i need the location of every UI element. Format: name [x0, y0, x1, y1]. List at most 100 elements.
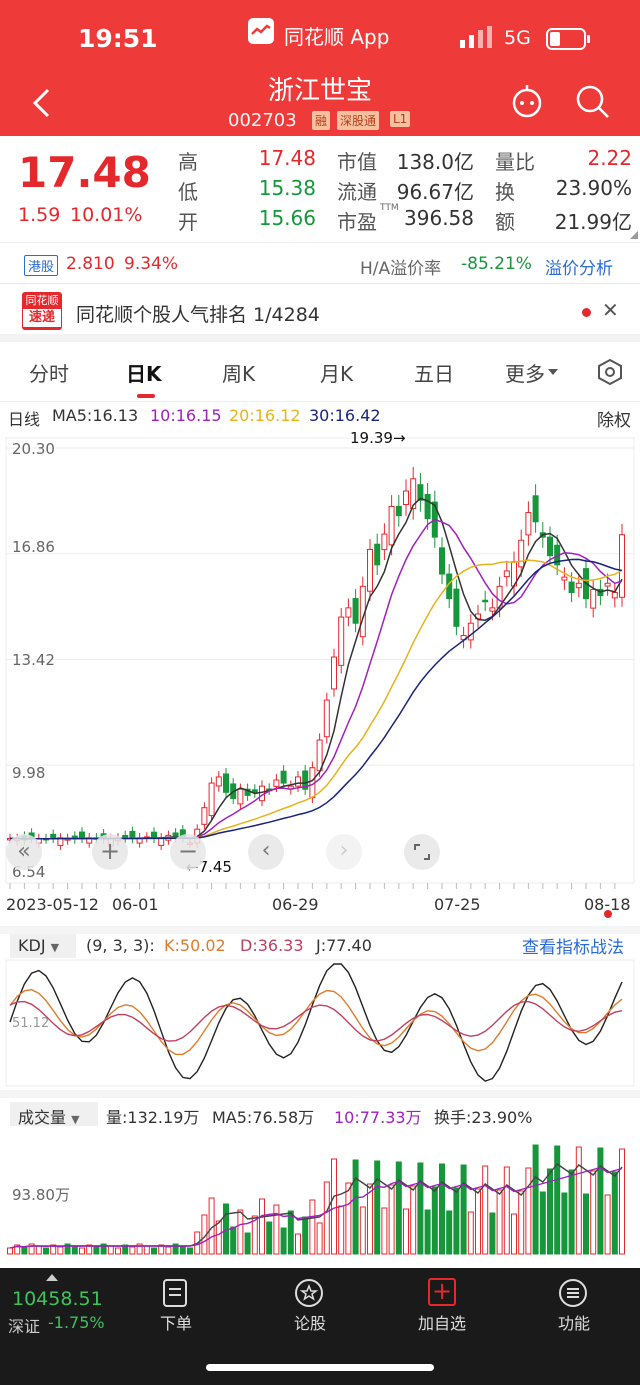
- label-amount: 额: [495, 210, 515, 234]
- hk-tag: 港股: [24, 255, 59, 276]
- nav-add-watchlist[interactable]: 加自选: [418, 1314, 467, 1333]
- volume-ma10: 10:77.33万: [334, 1108, 422, 1127]
- order-icon[interactable]: [160, 1278, 190, 1312]
- adjust-button[interactable]: 除权: [597, 411, 631, 431]
- tab-monthly-k[interactable]: 月K: [320, 362, 354, 386]
- next-icon[interactable]: ›: [326, 834, 362, 870]
- tab-five-day[interactable]: 五日: [414, 362, 454, 386]
- kdj-j: J:77.40: [316, 936, 372, 955]
- search-icon[interactable]: [575, 84, 611, 124]
- x-tick-4: 08-18: [584, 895, 631, 914]
- tag-connect: 深股通: [337, 111, 380, 130]
- legend-ma20: 20:16.12: [229, 406, 301, 425]
- volume-ma5: MA5:76.58万: [212, 1108, 315, 1127]
- status-bar: 19:51 同花顺 App 5G: [0, 0, 640, 70]
- kline-grid: [5, 437, 635, 884]
- kdj-strategy-link[interactable]: 查看指标战法: [522, 938, 624, 958]
- label-high: 高: [178, 150, 198, 174]
- top-header: 19:51 同花顺 App 5G 浙江世宝 002703 融 深股通 L1: [0, 0, 640, 136]
- tab-weekly-k[interactable]: 周K: [222, 362, 256, 386]
- volume-chart[interactable]: [0, 1126, 640, 1258]
- kdj-params: (9, 3, 3):: [86, 936, 155, 955]
- volume-chevron-down-icon: ▼: [71, 1113, 80, 1126]
- tab-intraday[interactable]: 分时: [29, 362, 69, 386]
- settings-hex-icon[interactable]: [596, 358, 624, 390]
- value-turnover: 23.90%: [555, 176, 632, 200]
- kdj-selector[interactable]: KDJ ▼: [10, 934, 76, 958]
- value-low: 15.38: [258, 176, 316, 200]
- prev-icon[interactable]: ‹: [248, 834, 284, 870]
- legend-ma5: MA5:16.13: [52, 406, 139, 425]
- volume-y-tick: 93.80万: [12, 1186, 70, 1204]
- divider: [0, 926, 640, 934]
- index-up-icon: [46, 1274, 58, 1281]
- rewind-icon[interactable]: «: [6, 834, 42, 870]
- value-pe: 396.58: [404, 206, 474, 230]
- kdj-name: KDJ: [18, 936, 46, 955]
- kdj-chart[interactable]: [0, 958, 640, 1088]
- quote-panel: 17.48 1.59 10.01% 高 低 开 17.48 15.38 15.6…: [0, 136, 640, 242]
- pe-ttm-sup: TTM: [380, 203, 399, 213]
- discuss-icon[interactable]: [294, 1278, 324, 1312]
- zoom-out-icon[interactable]: −: [170, 834, 206, 870]
- banner-logo-icon: 同花顺 速递: [22, 292, 62, 330]
- kline-x-axis: [9, 883, 616, 889]
- index-value[interactable]: 10458.51: [12, 1288, 103, 1310]
- legend-ma10: 10:16.15: [150, 406, 222, 425]
- high-marker: 19.39→: [350, 429, 406, 447]
- value-mktcap: 138.0亿: [396, 150, 474, 174]
- kdj-k: K:50.02: [164, 936, 226, 955]
- tag-margin: 融: [312, 111, 331, 130]
- expand-corner-icon[interactable]: [630, 231, 638, 239]
- tab-more[interactable]: 更多: [505, 362, 545, 386]
- nav-order[interactable]: 下单: [160, 1314, 193, 1333]
- x-tick-3: 07-25: [434, 895, 481, 914]
- label-open: 开: [178, 210, 198, 234]
- value-amount: 21.99亿: [554, 210, 632, 234]
- value-float: 96.67亿: [396, 180, 474, 204]
- news-banner[interactable]: 同花顺 速递 同花顺个股人气排名 1/4284 ✕: [0, 284, 640, 342]
- value-high: 17.48: [258, 146, 316, 170]
- banner-logo-top: 同花顺: [25, 294, 59, 307]
- index-pct: -1.75%: [48, 1313, 105, 1332]
- banner-dot: [582, 308, 591, 317]
- divider: [0, 1090, 640, 1098]
- premium-analysis-link[interactable]: 溢价分析: [545, 259, 613, 279]
- value-vol-ratio: 2.22: [587, 146, 632, 170]
- close-icon[interactable]: ✕: [602, 298, 619, 322]
- nav-discuss[interactable]: 论股: [294, 1314, 327, 1333]
- hk-price: 2.810: [66, 254, 115, 274]
- network-label: 5G: [504, 27, 531, 49]
- status-app-label: 同花顺 App: [284, 25, 390, 49]
- robot-icon[interactable]: [508, 82, 546, 124]
- back-icon[interactable]: [30, 88, 52, 122]
- hk-pct: 9.34%: [124, 254, 179, 274]
- banner-logo-bottom: 速递: [23, 309, 61, 327]
- tab-daily-k[interactable]: 日K: [126, 362, 162, 386]
- label-turnover: 换: [495, 180, 515, 204]
- status-time: 19:51: [78, 24, 158, 53]
- app-logo-icon: [248, 18, 274, 44]
- fullscreen-icon[interactable]: [404, 834, 440, 870]
- hk-row[interactable]: 港股 2.810 9.34% H/A溢价率 -85.21% 溢价分析: [0, 242, 640, 284]
- latest-date-dot: [604, 910, 612, 918]
- label-low: 低: [178, 180, 198, 204]
- tag-level: L1: [390, 111, 411, 127]
- add-watchlist-icon[interactable]: +: [428, 1278, 456, 1306]
- stock-name: 浙江世宝: [267, 76, 372, 106]
- volume-selector[interactable]: 成交量 ▼: [10, 1102, 98, 1127]
- menu-icon[interactable]: [558, 1278, 588, 1312]
- y-tick-2: 13.42: [12, 651, 55, 669]
- y-tick-3: 9.98: [12, 764, 46, 782]
- nav-function[interactable]: 功能: [558, 1314, 591, 1333]
- volume-turnover: 换手:23.90%: [434, 1108, 533, 1127]
- premium-value: -85.21%: [461, 254, 532, 274]
- y-tick-0: 20.30: [12, 440, 55, 458]
- zoom-in-icon[interactable]: +: [92, 834, 128, 870]
- volume-name: 成交量: [18, 1108, 67, 1127]
- home-indicator: [206, 1364, 434, 1371]
- kdj-d: D:36.33: [240, 936, 304, 955]
- label-pe: 市盈: [337, 210, 377, 234]
- active-tab-indicator: [137, 394, 155, 398]
- kline-candles: [7, 466, 625, 851]
